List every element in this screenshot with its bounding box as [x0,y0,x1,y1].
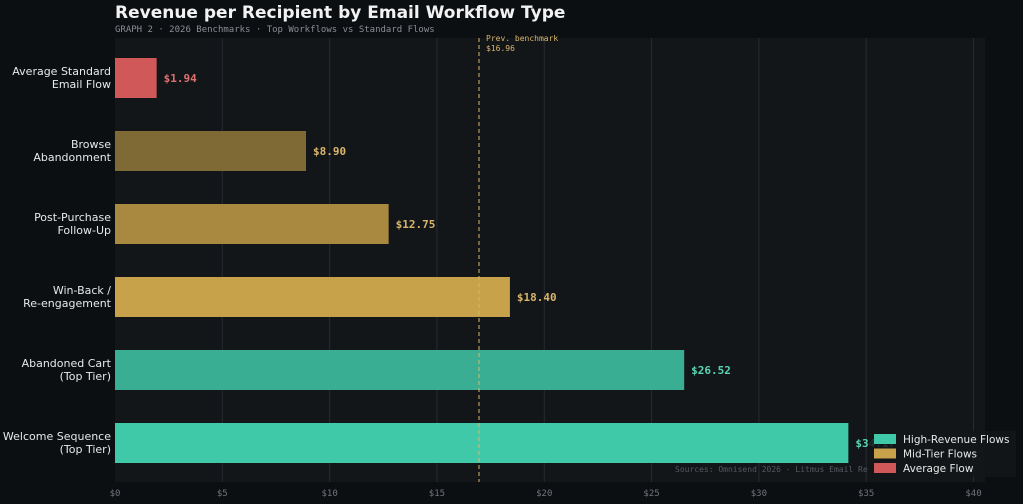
plot-area [115,38,985,482]
x-tick-label: $25 [643,489,659,499]
y-tick-label: Abandoned Cart [22,357,112,370]
y-tick-label: Average Standard [12,65,111,78]
x-tick-label: $15 [429,489,445,499]
legend-label: Average Flow [903,463,974,475]
y-tick-label: Follow-Up [57,224,111,237]
bar [115,423,849,463]
bar-value-label: $1.94 [164,72,197,85]
x-tick-label: $0 [110,489,121,499]
legend-swatch [874,434,896,444]
bar-value-label: $8.90 [313,145,346,158]
bar [115,350,685,390]
legend-swatch [874,448,896,459]
y-tick-label: Abandonment [33,151,111,164]
y-tick-label: Welcome Sequence [3,430,111,443]
x-tick-label: $5 [217,489,228,499]
y-tick-label: Win-Back / [53,284,111,297]
bar [115,277,510,317]
x-tick-label: $35 [858,489,874,499]
bar [115,58,157,98]
x-tick-label: $20 [536,489,552,499]
x-tick-label: $40 [965,489,981,499]
y-tick-label: (Top Tier) [60,370,111,383]
y-tick-label: (Top Tier) [60,443,111,456]
y-tick-label: Post-Purchase [34,211,111,224]
legend-swatch [874,463,896,473]
bar-value-label: $18.40 [517,291,557,304]
y-tick-label: Browse [71,138,111,151]
legend-label: Mid-Tier Flows [903,449,977,461]
y-tick-label: Email Flow [52,78,111,91]
x-tick-label: $10 [321,489,337,499]
y-tick-label: Re-engagement [23,297,112,310]
bar [115,131,307,171]
bar-value-label: $12.75 [396,218,436,231]
x-tick-label: $30 [751,489,767,499]
chart-title: Revenue per Recipient by Email Workflow … [115,3,566,23]
source-note: Sources: Omnisend 2026 · Litmus Email Re [675,465,868,474]
bar-value-label: $26.52 [691,364,731,377]
benchmark-label: Prev. benchmark [486,34,558,43]
legend-label: High-Revenue Flows [903,434,1009,446]
bar [115,204,389,244]
chart-subtitle: GRAPH 2 · 2026 Benchmarks · Top Workflow… [115,25,435,35]
benchmark-value-label: $16.96 [486,44,515,53]
